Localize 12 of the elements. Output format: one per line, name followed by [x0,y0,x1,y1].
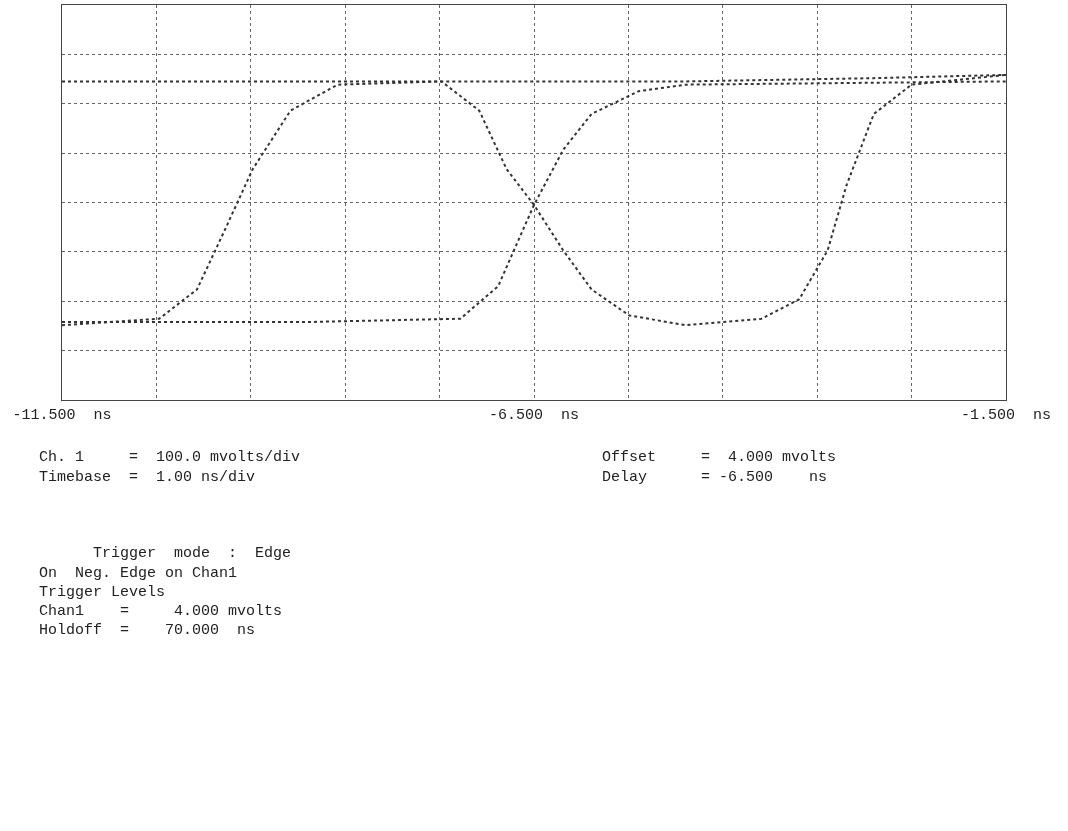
text: Timebase = 1.00 ns/div [39,469,256,486]
text: Delay = -6.500 ns [602,469,828,486]
text: On Neg. Edge on Chan1 [39,565,238,582]
text: Trigger Levels [39,584,166,601]
x-tick-label: -6.500 ns [488,407,580,424]
text: Chan1 = 4.000 mvolts [39,603,283,620]
text: Trigger mode : Edge [39,545,292,562]
x-tick-label: -1.500 ns [960,407,1052,424]
text: Holdoff = 70.000 ns [39,622,256,639]
text: Offset = 4.000 mvolts [602,449,837,466]
text: Ch. 1 = 100.0 mvolts/div [39,449,301,466]
x-tick-label: -11.500 ns [12,407,112,424]
